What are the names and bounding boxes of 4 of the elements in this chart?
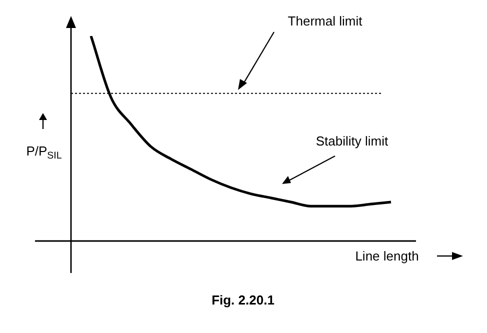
x-axis-title: Line length — [355, 248, 419, 264]
annotation: Stability limit — [316, 134, 388, 149]
ref-line-label: Thermal limit — [288, 14, 363, 29]
caption: Fig. 2.20.1 — [212, 292, 274, 308]
